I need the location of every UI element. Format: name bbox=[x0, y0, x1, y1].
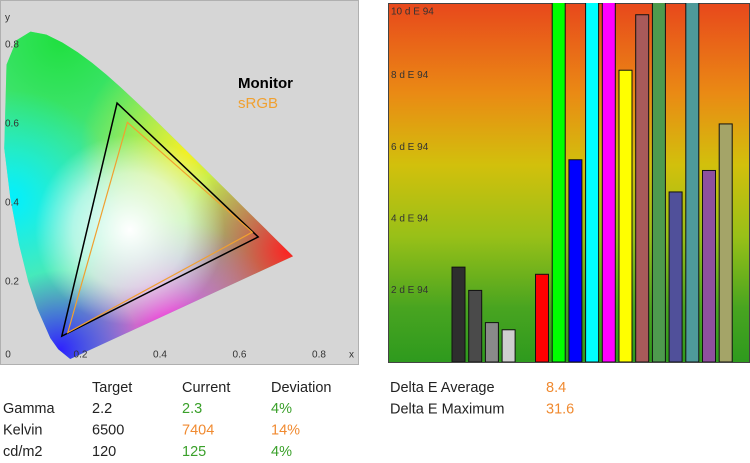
target-value: 120 bbox=[92, 444, 116, 460]
row-label: Kelvin bbox=[3, 422, 43, 438]
y-tick-label: 0.8 bbox=[5, 40, 19, 51]
delta-e-value: 31.6 bbox=[546, 401, 574, 417]
bar bbox=[618, 69, 633, 362]
bar bbox=[468, 289, 483, 362]
delta-e-value: 8.4 bbox=[546, 380, 566, 396]
bar bbox=[635, 14, 650, 362]
y-tick-label: 0.2 bbox=[5, 277, 19, 288]
delta-e-label: Delta E Average bbox=[390, 380, 495, 396]
y-tick-label: 10 d E 94 bbox=[391, 7, 434, 18]
bar bbox=[568, 159, 583, 362]
legend-entry: Monitor bbox=[238, 75, 293, 92]
gamut-triangle bbox=[60, 101, 260, 338]
y-axis-label: y bbox=[5, 13, 10, 24]
x-axis-label: x bbox=[349, 350, 354, 361]
bar bbox=[651, 3, 666, 362]
row-label: Gamma bbox=[3, 401, 56, 417]
delta-e-label: Delta E Maximum bbox=[390, 401, 504, 417]
bar bbox=[535, 273, 549, 362]
bar bbox=[702, 169, 716, 362]
current-value: 7404 bbox=[182, 422, 214, 438]
bar bbox=[718, 123, 733, 362]
table-header: Current bbox=[182, 380, 230, 396]
table-header: Target bbox=[92, 380, 132, 396]
x-tick-label: 0.4 bbox=[153, 350, 167, 361]
x-tick-label: 0.6 bbox=[233, 350, 247, 361]
y-tick-label: 8 d E 94 bbox=[391, 70, 429, 81]
gamut-triangle bbox=[66, 121, 254, 334]
x-tick-label: 0.2 bbox=[74, 350, 88, 361]
x-tick-label: 0.8 bbox=[312, 350, 326, 361]
y-tick-label: 0.4 bbox=[5, 198, 19, 209]
y-tick-label: 4 d E 94 bbox=[391, 213, 429, 224]
deviation-value: 4% bbox=[271, 401, 292, 417]
bar bbox=[685, 3, 700, 362]
bar bbox=[601, 3, 616, 362]
deviation-value: 4% bbox=[271, 444, 292, 460]
deviation-value: 14% bbox=[271, 422, 300, 438]
x-tick-label: 0 bbox=[5, 350, 11, 361]
row-label: cd/m2 bbox=[3, 444, 43, 460]
bar bbox=[501, 329, 516, 362]
bar bbox=[668, 191, 683, 362]
bar bbox=[551, 3, 566, 362]
current-value: 2.3 bbox=[182, 401, 202, 417]
bar bbox=[585, 3, 600, 362]
table-header: Deviation bbox=[271, 380, 331, 396]
y-tick-label: 6 d E 94 bbox=[391, 142, 429, 153]
target-value: 2.2 bbox=[92, 401, 112, 417]
y-tick-label: 0.6 bbox=[5, 119, 19, 130]
bar bbox=[451, 266, 466, 362]
current-value: 125 bbox=[182, 444, 206, 460]
target-value: 6500 bbox=[92, 422, 124, 438]
legend-entry: sRGB bbox=[238, 95, 278, 112]
y-tick-label: 2 d E 94 bbox=[391, 285, 429, 296]
bar bbox=[484, 322, 499, 362]
